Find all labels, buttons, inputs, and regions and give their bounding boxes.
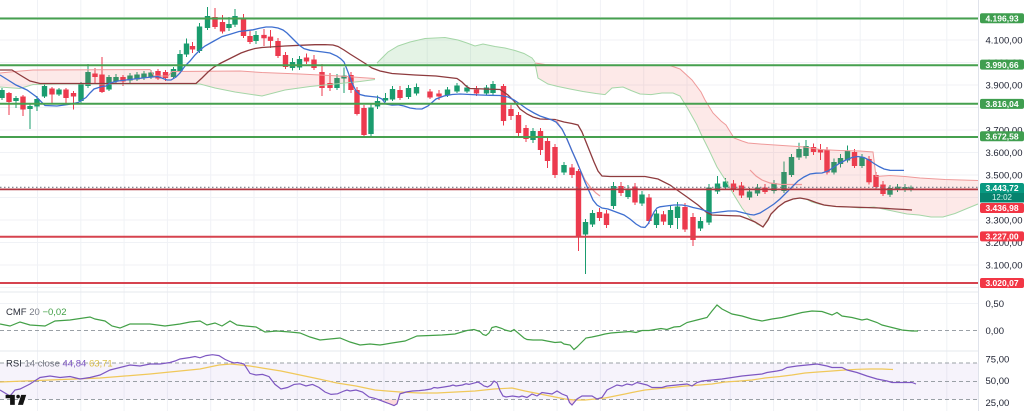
svg-text:3.100,00: 3.100,00 bbox=[986, 260, 1023, 271]
svg-text:25,00: 25,00 bbox=[986, 398, 1010, 409]
svg-text:3.200,00: 3.200,00 bbox=[986, 238, 1023, 249]
svg-text:0,50: 0,50 bbox=[986, 299, 1005, 310]
svg-text:3.500,00: 3.500,00 bbox=[986, 170, 1023, 181]
svg-text:3.816,04: 3.816,04 bbox=[985, 99, 1018, 109]
svg-text:3.300,00: 3.300,00 bbox=[986, 215, 1023, 226]
svg-text:4.196,93: 4.196,93 bbox=[985, 13, 1018, 23]
svg-text:3.443,72: 3.443,72 bbox=[985, 183, 1018, 193]
svg-text:3.900,00: 3.900,00 bbox=[986, 80, 1023, 91]
svg-text:CMF 20 −0,02: CMF 20 −0,02 bbox=[6, 307, 66, 318]
svg-text:3.990,66: 3.990,66 bbox=[985, 60, 1018, 70]
svg-text:3.020,07: 3.020,07 bbox=[985, 278, 1018, 288]
svg-text:3.600,00: 3.600,00 bbox=[986, 148, 1023, 159]
svg-text:RSI 14 close 44,84 63,71: RSI 14 close 44,84 63,71 bbox=[6, 359, 113, 370]
svg-text:3.436,98: 3.436,98 bbox=[985, 203, 1018, 213]
svg-text:3.700,00: 3.700,00 bbox=[986, 125, 1023, 136]
svg-text:3.672,58: 3.672,58 bbox=[985, 131, 1018, 141]
svg-text:12:02: 12:02 bbox=[992, 193, 1013, 202]
svg-text:3.227,00: 3.227,00 bbox=[985, 232, 1018, 242]
svg-text:75,00: 75,00 bbox=[986, 354, 1010, 365]
svg-text:0,00: 0,00 bbox=[986, 326, 1005, 337]
svg-text:4.100,00: 4.100,00 bbox=[986, 35, 1023, 46]
svg-text:50,00: 50,00 bbox=[986, 376, 1010, 387]
